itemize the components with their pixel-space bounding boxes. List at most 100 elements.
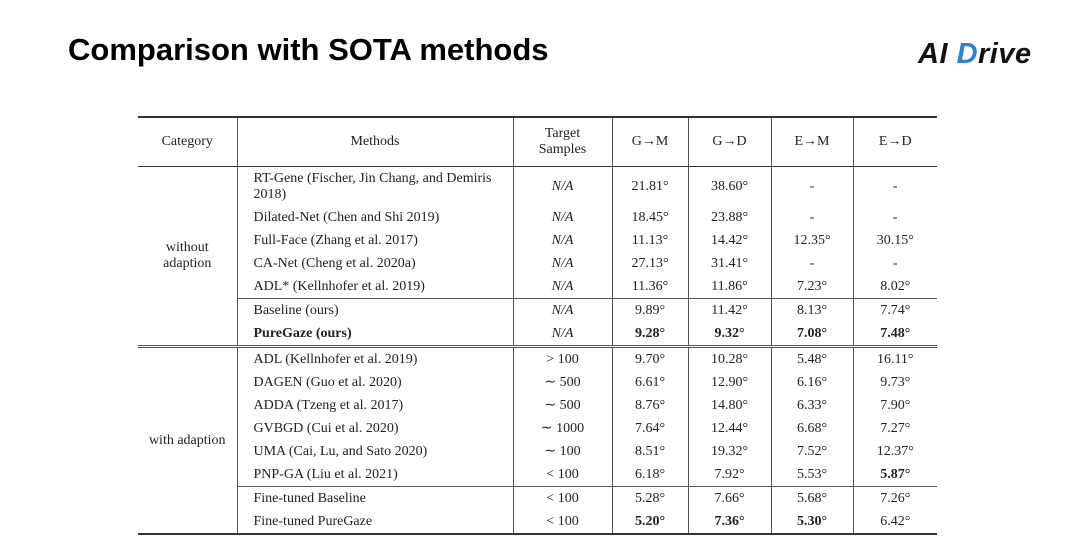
value-cell: 7.27° bbox=[852, 417, 937, 440]
value-cell: 7.66° bbox=[687, 486, 771, 510]
method-cell: Fine-tuned PureGaze bbox=[236, 510, 513, 534]
table-row: CA-Net (Cheng et al. 2020a) N/A 27.13° 31.4… bbox=[138, 252, 937, 275]
value-cell: 11.13° bbox=[611, 229, 688, 252]
samples-cell: N/A bbox=[512, 275, 612, 299]
table-row: Baseline (ours) N/A 9.89° 11.42° 8.13° 7.74° bbox=[138, 298, 937, 322]
value-cell: 7.92° bbox=[687, 463, 771, 487]
samples-cell: < 100 bbox=[512, 463, 612, 487]
table-row: UMA (Cai, Lu, and Sato 2020) ∼ 100 8.51° 19… bbox=[138, 440, 937, 463]
samples-cell: N/A bbox=[512, 206, 612, 229]
table-row: ADDA (Tzeng et al. 2017) ∼ 500 8.76° 14.80°… bbox=[138, 394, 937, 417]
column-header: E→D bbox=[852, 117, 937, 167]
header-row: Category Methods Target Samples G→M G→D E→M E→… bbox=[138, 117, 937, 167]
value-cell: 11.86° bbox=[687, 275, 771, 299]
samples-cell: N/A bbox=[512, 166, 612, 206]
value-cell: 9.70° bbox=[611, 345, 688, 371]
value-cell: 6.61° bbox=[611, 371, 688, 394]
value-cell: 7.64° bbox=[611, 417, 688, 440]
table-row: Dilated-Net (Chen and Shi 2019) N/A 18.45°… bbox=[138, 206, 937, 229]
value-cell: 6.68° bbox=[770, 417, 853, 440]
method-cell: ADL (Kellnhofer et al. 2019) bbox=[236, 345, 513, 371]
table-row: DAGEN (Guo et al. 2020) ∼ 500 6.61° 12.90° 6… bbox=[138, 371, 937, 394]
table-row: Fine-tuned Baseline < 100 5.28° 7.66° 5.68° 7… bbox=[138, 486, 937, 510]
method-cell: Fine-tuned Baseline bbox=[236, 486, 513, 510]
logo: AI Drive bbox=[918, 38, 1032, 71]
category-cell: with adaption bbox=[138, 345, 237, 534]
samples-cell: < 100 bbox=[512, 510, 612, 534]
samples-cell: N/A bbox=[512, 229, 612, 252]
samples-cell: < 100 bbox=[512, 486, 612, 510]
value-cell: 6.42° bbox=[852, 510, 937, 534]
column-header: G→M bbox=[611, 117, 688, 167]
table-row: PNP-GA (Liu et al. 2021) < 100 6.18° 7.92° 5… bbox=[138, 463, 937, 487]
value-cell: 8.13° bbox=[770, 298, 853, 322]
value-cell: 7.36° bbox=[687, 510, 771, 534]
value-cell: 7.48° bbox=[852, 322, 937, 347]
value-cell: 14.80° bbox=[687, 394, 771, 417]
value-cell: 5.87° bbox=[852, 463, 937, 487]
method-cell: Baseline (ours) bbox=[236, 298, 513, 322]
value-cell: 12.37° bbox=[852, 440, 937, 463]
value-cell: 7.90° bbox=[852, 394, 937, 417]
samples-cell: ∼ 100 bbox=[512, 440, 612, 463]
method-cell: CA-Net (Cheng et al. 2020a) bbox=[236, 252, 513, 275]
table-row: GVBGD (Cui et al. 2020) ∼ 1000 7.64° 12.44°… bbox=[138, 417, 937, 440]
column-header: Category bbox=[138, 117, 237, 167]
value-cell: 5.28° bbox=[611, 486, 688, 510]
samples-cell: N/A bbox=[512, 322, 612, 347]
value-cell: 12.44° bbox=[687, 417, 771, 440]
value-cell: 7.08° bbox=[770, 322, 853, 347]
value-cell: - bbox=[852, 206, 937, 229]
value-cell: - bbox=[770, 252, 853, 275]
table-row: with adaption ADL (Kellnhofer et al. 2019… bbox=[138, 345, 937, 534]
value-cell: - bbox=[852, 252, 937, 275]
value-cell: 5.30° bbox=[770, 510, 853, 534]
value-cell: 6.33° bbox=[770, 394, 853, 417]
method-cell: GVBGD (Cui et al. 2020) bbox=[236, 417, 513, 440]
column-header: G→D bbox=[687, 117, 771, 167]
value-cell: - bbox=[770, 166, 853, 206]
value-cell: 7.23° bbox=[770, 275, 853, 299]
value-cell: 7.52° bbox=[770, 440, 853, 463]
value-cell: - bbox=[770, 206, 853, 229]
value-cell: 19.32° bbox=[687, 440, 771, 463]
value-cell: 23.88° bbox=[687, 206, 771, 229]
method-cell: PureGaze (ours) bbox=[236, 322, 513, 347]
comparison-table: Category Methods Target Samples G→M G→D E→M E→… bbox=[138, 116, 937, 535]
value-cell: 9.89° bbox=[611, 298, 688, 322]
value-cell: 5.68° bbox=[770, 486, 853, 510]
value-cell: 27.13° bbox=[611, 252, 688, 275]
samples-cell: ∼ 500 bbox=[512, 371, 612, 394]
value-cell: 10.28° bbox=[687, 345, 771, 371]
value-cell: 7.74° bbox=[852, 298, 937, 322]
samples-cell: N/A bbox=[512, 298, 612, 322]
value-cell: 8.76° bbox=[611, 394, 688, 417]
value-cell: 30.15° bbox=[852, 229, 937, 252]
logo-icon: D bbox=[956, 38, 979, 70]
value-cell: 7.26° bbox=[852, 486, 937, 510]
value-cell: 5.53° bbox=[770, 463, 853, 487]
method-cell: PNP-GA (Liu et al. 2021) bbox=[236, 463, 513, 487]
table-row: Full-Face (Zhang et al. 2017) N/A 11.13° 14… bbox=[138, 229, 937, 252]
value-cell: 8.02° bbox=[852, 275, 937, 299]
value-cell: 5.48° bbox=[770, 345, 853, 371]
value-cell: 12.90° bbox=[687, 371, 771, 394]
method-cell: RT-Gene (Fischer, Jin Chang, and Demiris… bbox=[236, 166, 513, 206]
method-cell: ADDA (Tzeng et al. 2017) bbox=[236, 394, 513, 417]
table-row: Fine-tuned PureGaze < 100 5.20° 7.36° 5.30° 6… bbox=[138, 510, 937, 534]
method-cell: UMA (Cai, Lu, and Sato 2020) bbox=[236, 440, 513, 463]
value-cell: 21.81° bbox=[611, 166, 688, 206]
method-cell: ADL* (Kellnhofer et al. 2019) bbox=[236, 275, 513, 299]
value-cell: 31.41° bbox=[687, 252, 771, 275]
method-cell: DAGEN (Guo et al. 2020) bbox=[236, 371, 513, 394]
samples-cell: N/A bbox=[512, 252, 612, 275]
logo-text: rive bbox=[978, 38, 1032, 70]
value-cell: 11.36° bbox=[611, 275, 688, 299]
value-cell: 9.32° bbox=[687, 322, 771, 347]
value-cell: 18.45° bbox=[611, 206, 688, 229]
value-cell: 12.35° bbox=[770, 229, 853, 252]
value-cell: 11.42° bbox=[687, 298, 771, 322]
column-header: Target Samples bbox=[512, 117, 612, 167]
category-cell: without adaption bbox=[163, 240, 212, 271]
